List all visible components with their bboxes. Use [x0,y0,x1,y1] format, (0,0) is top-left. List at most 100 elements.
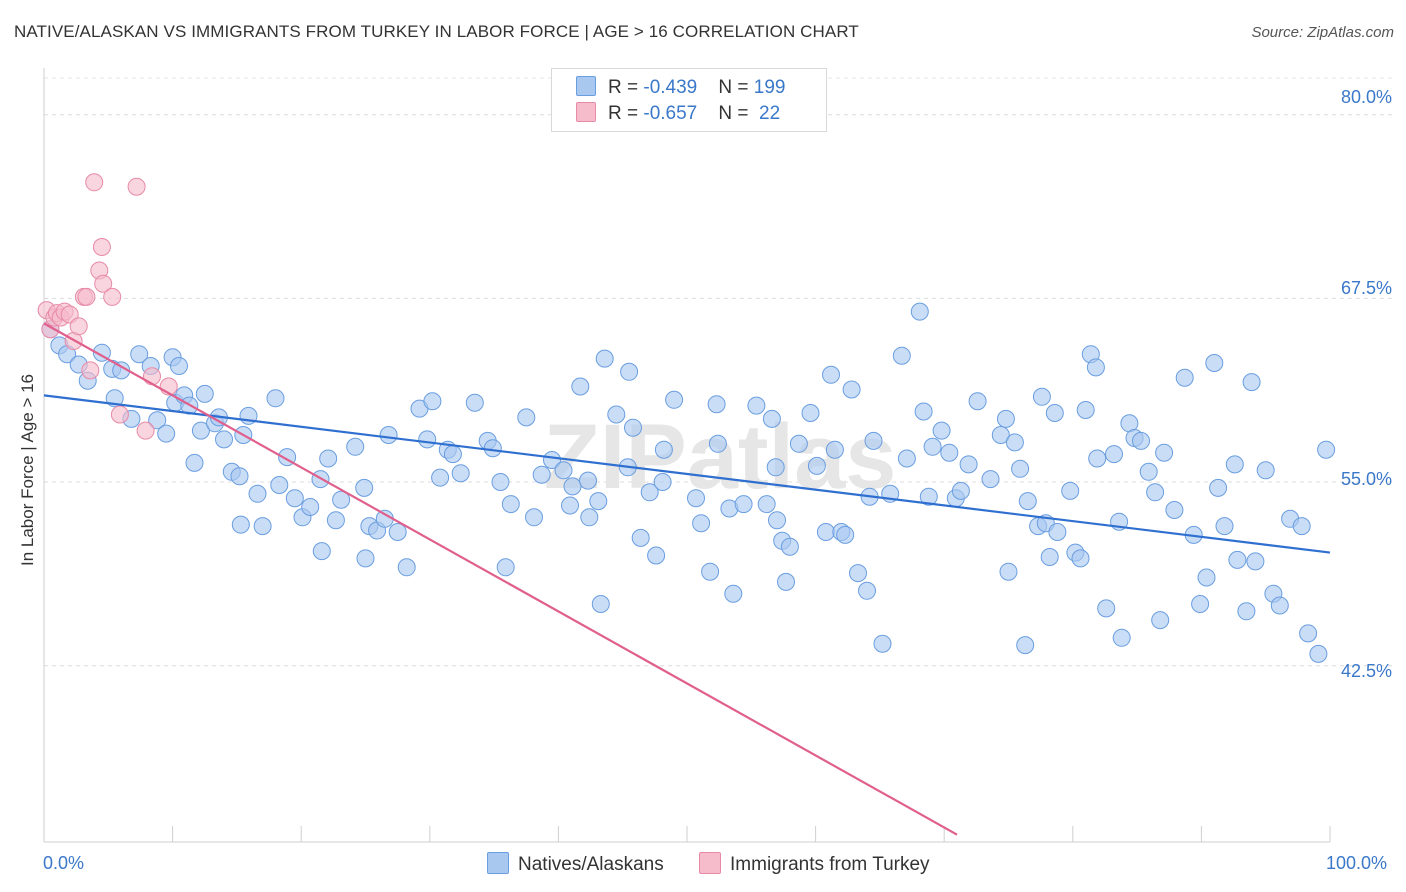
natives-point-68 [543,451,561,469]
n-label: N = [718,77,754,98]
legend-item-turkey[interactable]: Immigrants from Turkey [699,852,930,876]
r-label: R = [608,77,644,98]
natives-point-181 [1299,624,1318,643]
natives-point-51 [397,558,416,577]
natives-point-134 [999,562,1018,581]
natives-point-61 [483,439,502,458]
natives-point-94 [724,584,743,603]
turkey-point-17 [110,405,129,424]
natives-point-113 [849,564,867,583]
natives-point-21 [195,384,214,403]
natives-point-58 [451,464,470,483]
natives-point-78 [607,405,626,424]
natives-point-137 [1016,636,1035,655]
natives-point-111 [836,525,855,544]
natives-point-164 [1175,368,1194,387]
turkey-point-18 [127,177,146,196]
natives-point-97 [757,495,776,514]
natives-point-169 [1209,478,1228,497]
natives-point-74 [580,508,599,527]
legend-item-natives[interactable]: Natives/Alaskans [487,852,664,876]
natives-point-166 [1191,595,1210,613]
natives-point-130 [968,392,987,411]
x-tick-label-right: 100.0% [1326,853,1388,873]
natives-point-73 [579,471,597,490]
natives-point-174 [1242,373,1261,392]
natives-point-171 [1225,455,1244,474]
y-axis-label-wrap: In Labor Force | Age > 16 [14,374,38,796]
natives-trend-line [43,394,1331,554]
natives-point-150 [1086,358,1105,377]
stats-legend-row-natives: R = -0.439 N = 199 [576,76,785,102]
r-value-natives: -0.439 [643,77,698,98]
natives-point-64 [501,495,520,514]
natives-point-16 [170,357,188,375]
natives-point-20 [191,421,210,440]
natives-point-91 [707,395,726,414]
natives-point-83 [640,483,659,502]
natives-point-183 [1317,440,1336,459]
natives-point-108 [822,365,840,384]
natives-point-66 [525,508,543,527]
natives-point-100 [768,511,786,530]
natives-point-151 [1088,449,1107,468]
n-value-natives: 199 [753,77,786,98]
natives-point-175 [1246,552,1265,571]
y-tick-label-67-5: 67.5% [1340,278,1392,298]
natives-point-142 [1040,548,1059,566]
legend-swatch-turkey [576,102,596,122]
natives-point-43 [346,437,365,456]
turkey-point-14 [92,238,111,256]
natives-point-69 [554,461,573,480]
natives-point-136 [1011,459,1030,478]
natives-point-116 [864,431,883,450]
y-tick-label-80: 80.0% [1340,87,1392,107]
natives-point-167 [1197,568,1216,587]
natives-point-106 [807,456,826,475]
natives-point-144 [1048,523,1067,541]
natives-point-81 [624,418,642,437]
n-label: N = [718,103,754,124]
turkey-trend-line [43,322,958,836]
natives-point-92 [708,434,727,453]
natives-point-44 [355,478,374,497]
natives-point-57 [443,445,462,464]
legend-label-turkey: Immigrants from Turkey [730,854,930,875]
natives-point-123 [919,487,938,506]
natives-point-50 [388,523,407,541]
natives-point-33 [270,476,289,494]
natives-point-85 [653,473,672,491]
natives-point-30 [248,484,267,503]
legend-label-natives: Natives/Alaskans [518,854,664,875]
natives-point-160 [1146,483,1165,502]
natives-point-163 [1165,501,1184,519]
natives-point-125 [932,421,951,440]
n-value-turkey: 22 [753,103,781,124]
natives-point-53 [418,430,437,449]
series-natives-points [41,302,1336,663]
natives-point-96 [747,396,766,415]
y-tick-label-55: 55.0% [1340,469,1392,489]
natives-point-155 [1112,628,1131,647]
natives-point-112 [842,380,861,399]
turkey-point-8 [69,317,88,336]
stats-legend-row-turkey: R = -0.657 N = 22 [576,102,780,128]
natives-point-49 [379,426,398,444]
natives-point-129 [959,455,978,474]
natives-point-41 [326,511,345,530]
natives-point-12 [148,411,167,430]
natives-point-148 [1076,401,1095,419]
turkey-point-16 [103,287,122,306]
natives-point-173 [1237,602,1256,621]
natives-point-76 [591,595,610,613]
natives-point-168 [1205,354,1224,372]
natives-point-59 [465,393,484,412]
natives-point-119 [892,346,911,365]
legend-swatch-natives [487,852,509,874]
natives-point-122 [914,402,933,421]
natives-point-48 [375,509,394,528]
series-legend: Natives/Alaskans Immigrants from Turkey [487,852,960,876]
natives-point-89 [692,514,711,533]
natives-point-71 [563,477,582,496]
natives-point-77 [595,349,614,368]
